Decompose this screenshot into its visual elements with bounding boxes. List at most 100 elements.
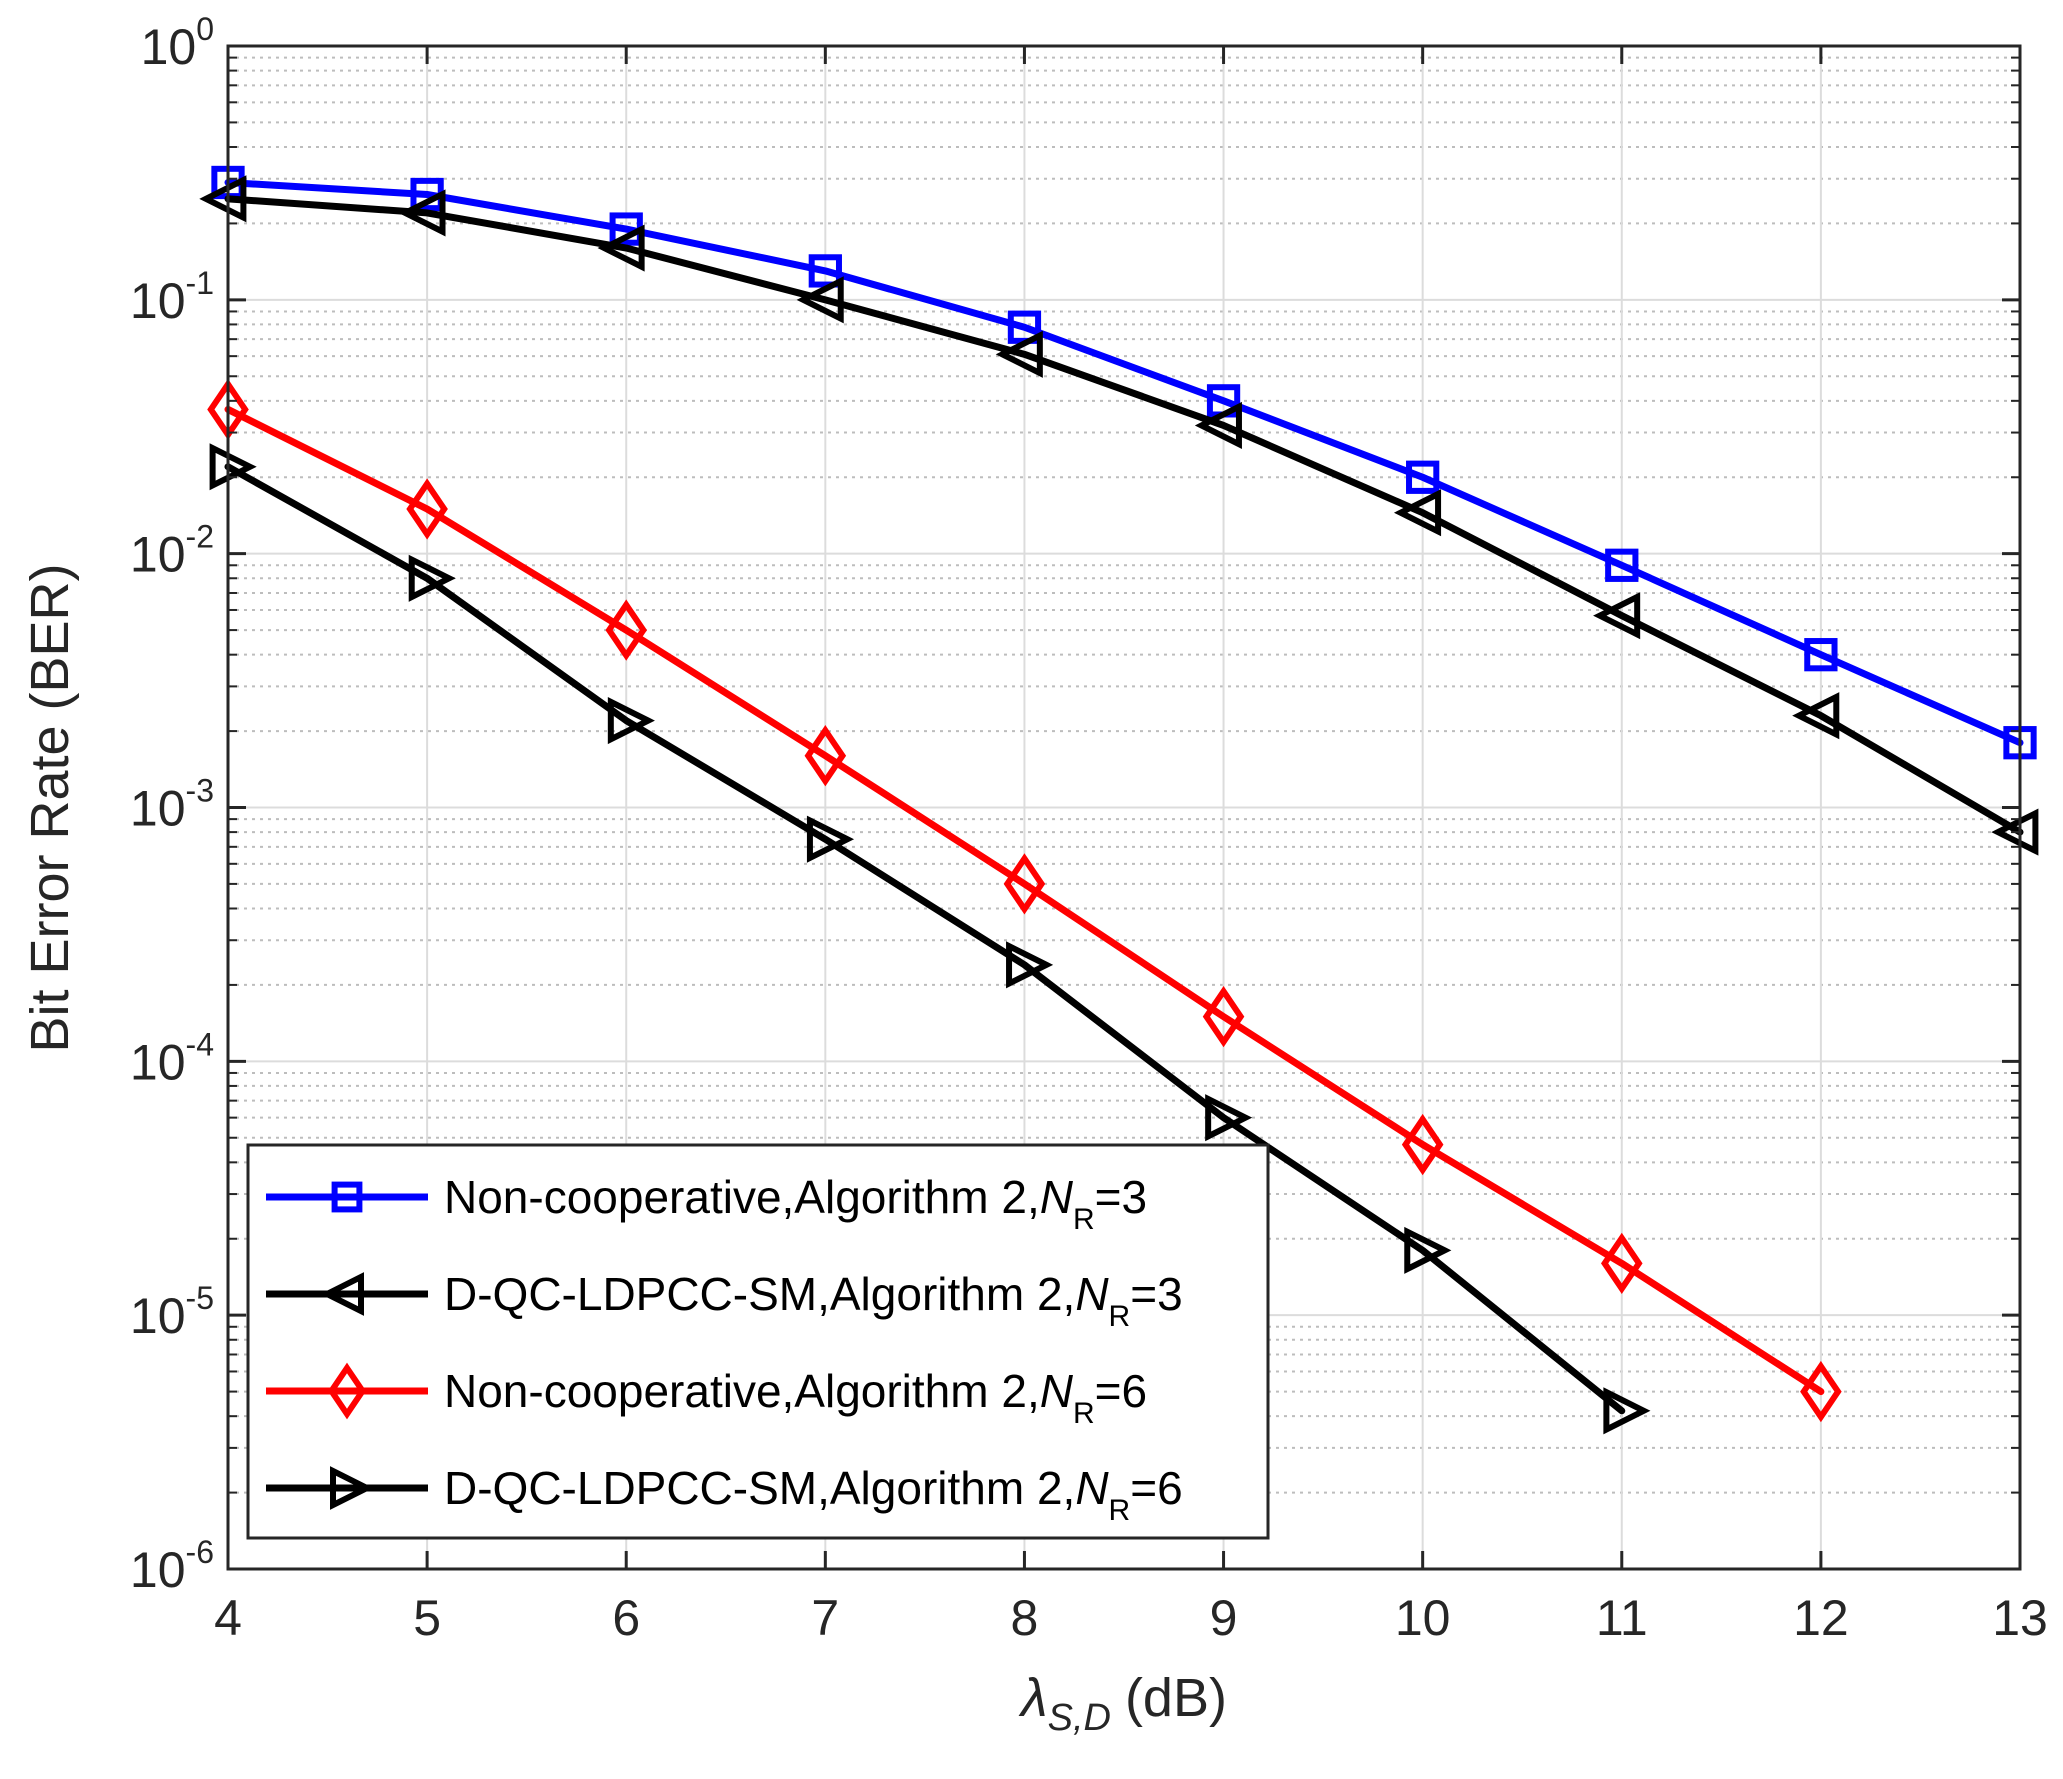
- legend-label-var: N: [1040, 1365, 1074, 1417]
- legend-marker: [327, 1362, 367, 1420]
- y-axis-label: Bit Error Rate (BER): [20, 563, 80, 1052]
- legend-label-name: Non-cooperative,Algorithm 2,: [444, 1171, 1040, 1223]
- series-1-line: [224, 178, 2024, 747]
- series-4-point: [209, 443, 257, 491]
- y-tick-label: 100: [141, 11, 214, 75]
- legend-label-sub: R: [1073, 1397, 1095, 1430]
- series-2-point: [995, 330, 1043, 378]
- x-tick-label: 13: [1992, 1590, 2048, 1646]
- series-2-point: [1194, 401, 1242, 449]
- series-4-point: [806, 815, 855, 863]
- series-4-point: [1404, 1226, 1452, 1274]
- series-3-point: [605, 599, 648, 661]
- y-tick-label-exponent: 0: [196, 11, 214, 47]
- legend-label-val: =6: [1130, 1462, 1182, 1514]
- legend-label-var: N: [1075, 1268, 1109, 1320]
- legend-label-val: =3: [1095, 1171, 1147, 1223]
- series-3-point: [1800, 1360, 1842, 1423]
- y-tick-label: 10-4: [130, 1026, 214, 1090]
- series-1: [211, 165, 2037, 760]
- y-tick-label-exponent: -4: [186, 1026, 214, 1062]
- series-2-point: [796, 276, 844, 324]
- series-4: [209, 443, 1651, 1435]
- y-tick-label: 10-3: [130, 773, 214, 837]
- legend-label-val: =6: [1095, 1365, 1147, 1417]
- legend-marker: [320, 1272, 364, 1316]
- legend-label-var: N: [1040, 1171, 1074, 1223]
- y-tick-label-base: 10: [130, 273, 186, 329]
- series-4-point: [408, 554, 456, 602]
- y-tick-label-exponent: -1: [186, 265, 214, 301]
- y-tick-label-base: 10: [141, 19, 197, 75]
- x-tick-label: 10: [1395, 1590, 1451, 1646]
- y-tick-label-base: 10: [130, 1288, 186, 1344]
- y-tick-label-exponent: -5: [186, 1280, 214, 1316]
- x-tick-label: 9: [1210, 1590, 1238, 1646]
- series-2-point: [597, 224, 645, 272]
- legend-label-var: N: [1075, 1462, 1109, 1514]
- series-layer: [199, 165, 2039, 1435]
- y-tick-label-base: 10: [130, 527, 186, 583]
- tick-labels: 4 5 6 7 8 9 10 11 12 1310010-110-210-310-410-510-…: [130, 11, 2048, 1646]
- legend-label-name: D-QC-LDPCC-SM,Algorithm 2,: [444, 1462, 1075, 1514]
- x-tick-label: 8: [1011, 1590, 1039, 1646]
- series-1-point: [1406, 460, 1440, 494]
- series-3-point: [804, 725, 847, 787]
- series-2-line: [224, 195, 2024, 836]
- series-2-point: [1991, 808, 2039, 856]
- x-tick-label: 5: [413, 1590, 441, 1646]
- x-tick-label: 4: [214, 1590, 242, 1646]
- series-4-point: [1006, 941, 1054, 989]
- series-4-point: [1603, 1387, 1651, 1435]
- legend-label-name: Non-cooperative,Algorithm 2,: [444, 1365, 1040, 1417]
- y-tick-label: 10-6: [130, 1534, 214, 1598]
- series-3-point: [1202, 985, 1245, 1048]
- series-2-point: [398, 189, 446, 237]
- y-tick-label-base: 10: [130, 781, 186, 837]
- legend-label-name: D-QC-LDPCC-SM,Algorithm 2,: [444, 1268, 1075, 1320]
- x-axis-label-subscript: S,D: [1048, 1697, 1111, 1739]
- series-4-line: [224, 463, 1626, 1415]
- x-tick-label: 11: [1596, 1590, 1648, 1646]
- legend-label: D-QC-LDPCC-SM,Algorithm 2,NR=3: [444, 1268, 1183, 1333]
- legend-marker: [330, 1466, 374, 1510]
- series-3-point: [1003, 853, 1046, 915]
- y-tick-label-base: 10: [130, 1034, 186, 1090]
- series-2: [199, 175, 2039, 856]
- legend: Non-cooperative,Algorithm 2,NR=3D-QC-LDP…: [246, 1143, 1270, 1540]
- x-axis-label-unit: (dB): [1125, 1668, 1227, 1728]
- series-4-point: [607, 697, 655, 745]
- series-3-point: [1401, 1113, 1444, 1176]
- legend-label: Non-cooperative,Algorithm 2,NR=3: [444, 1171, 1147, 1236]
- y-tick-label: 10-5: [130, 1280, 214, 1344]
- series-3: [207, 378, 1842, 1423]
- series-2-point: [199, 175, 247, 223]
- legend-entry-4: D-QC-LDPCC-SM,Algorithm 2,NR=6: [266, 1462, 1183, 1527]
- series-3-point: [406, 478, 448, 540]
- legend-label-sub: R: [1109, 1300, 1131, 1333]
- x-tick-label: 7: [811, 1590, 839, 1646]
- y-tick-label-base: 10: [130, 1542, 186, 1598]
- legend-label: Non-cooperative,Algorithm 2,NR=6: [444, 1365, 1147, 1430]
- legend-label-sub: R: [1073, 1203, 1095, 1236]
- y-tick-label: 10-1: [130, 265, 214, 329]
- x-axis-label: λS,D (dB): [1018, 1668, 1227, 1739]
- series-2-point: [1792, 692, 1840, 740]
- series-2-point: [1393, 489, 1442, 537]
- series-1-point: [1605, 548, 1639, 582]
- legend-entry-3: Non-cooperative,Algorithm 2,NR=6: [266, 1362, 1147, 1430]
- y-tick-label-exponent: -3: [186, 773, 214, 809]
- legend-box: [246, 1143, 1270, 1540]
- legend-marker: [331, 1181, 363, 1213]
- legend-entry-2: D-QC-LDPCC-SM,Algorithm 2,NR=3: [266, 1268, 1183, 1333]
- legend-entry-1: Non-cooperative,Algorithm 2,NR=3: [266, 1171, 1147, 1236]
- y-tick-label-exponent: -2: [186, 519, 214, 555]
- legend-label: D-QC-LDPCC-SM,Algorithm 2,NR=6: [444, 1462, 1183, 1527]
- series-1-point: [1804, 638, 1838, 672]
- legend-label-val: =3: [1130, 1268, 1182, 1320]
- series-1-point: [808, 254, 842, 288]
- series-3-line: [224, 405, 1825, 1396]
- series-4-point: [1205, 1094, 1253, 1142]
- legend-label-sub: R: [1109, 1494, 1131, 1527]
